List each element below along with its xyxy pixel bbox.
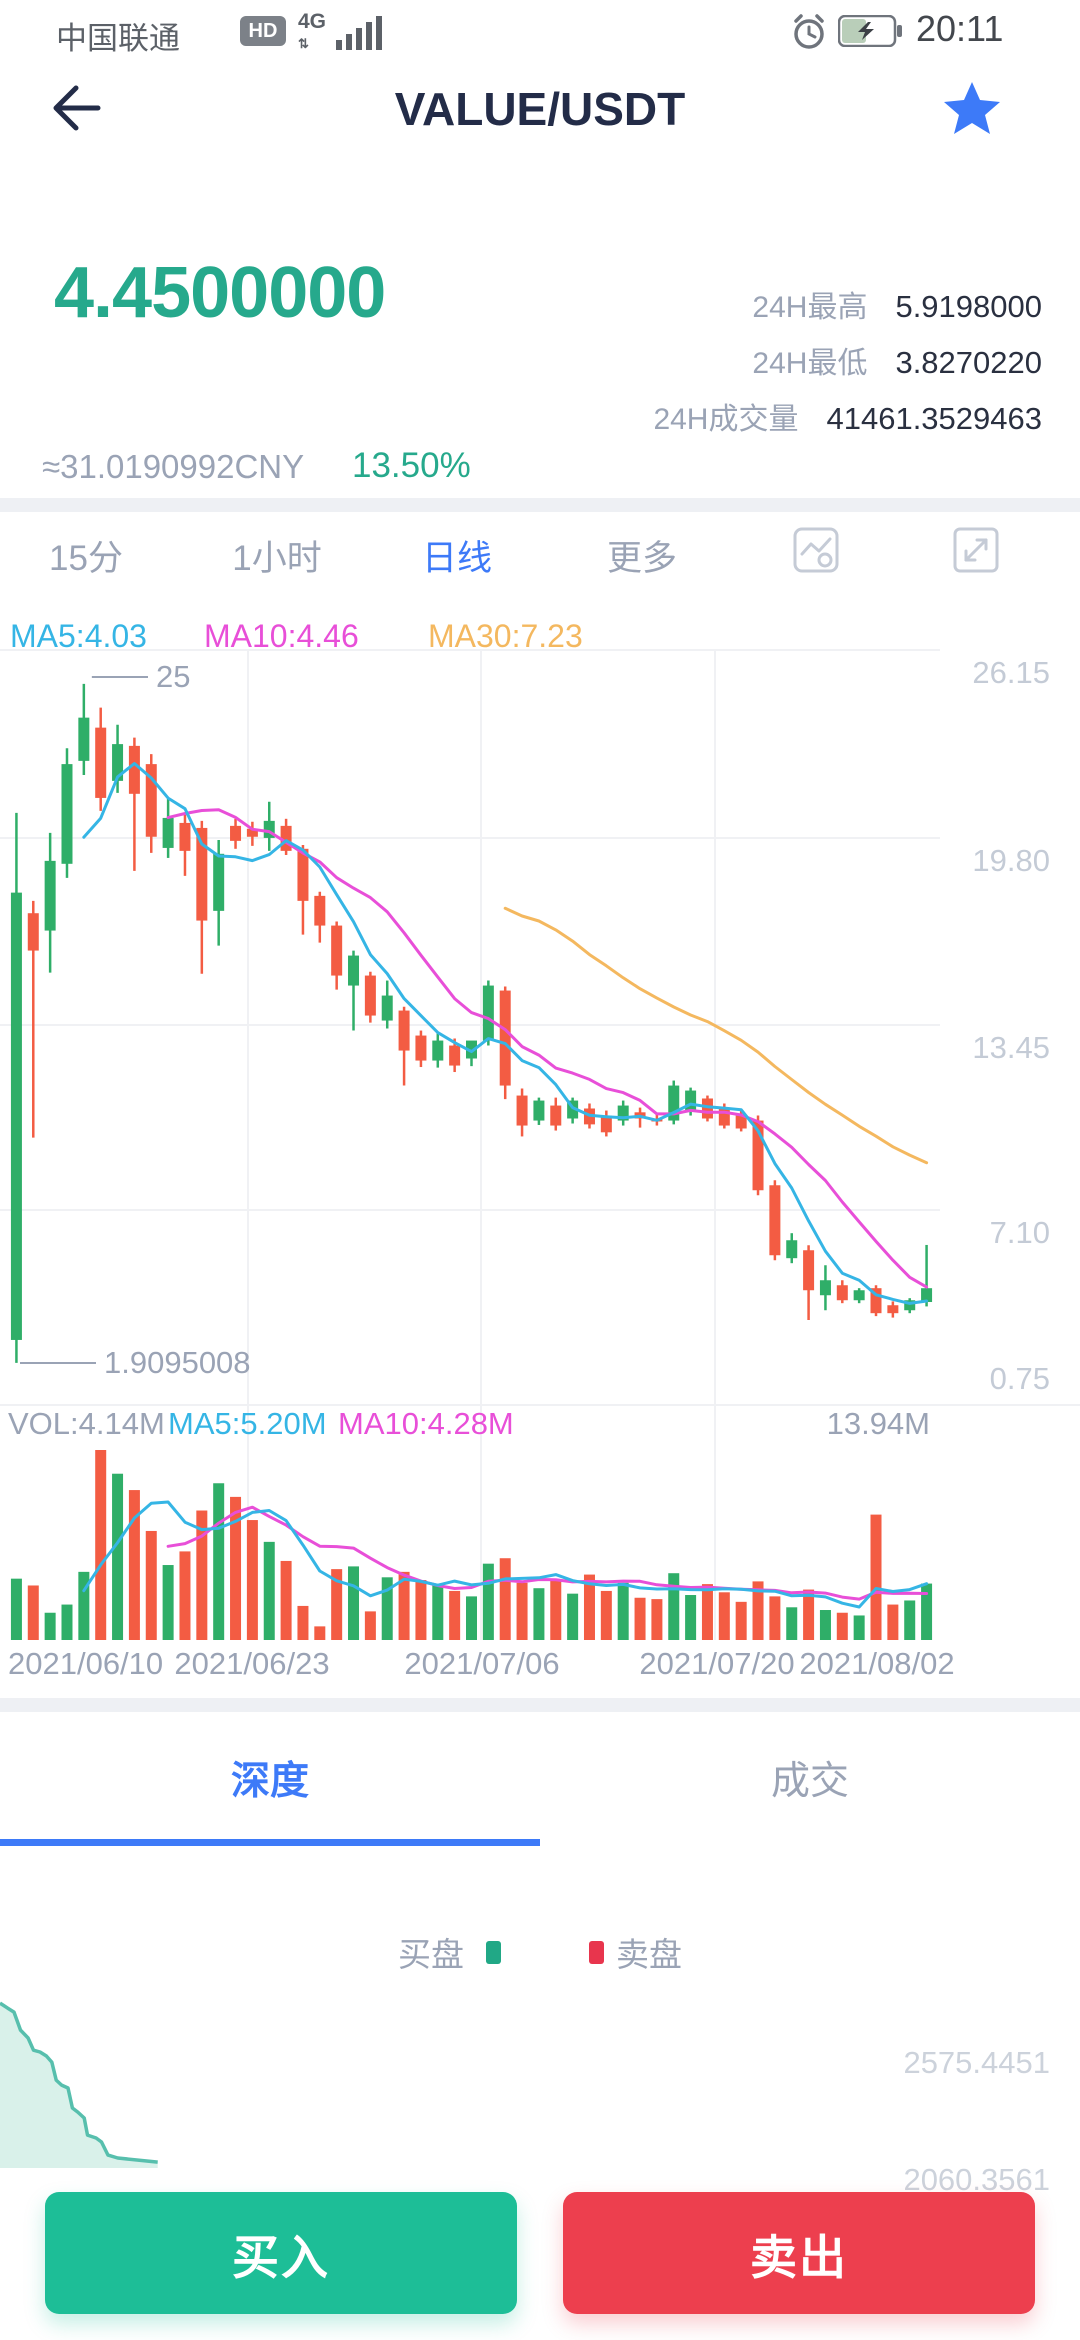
section-divider bbox=[0, 1698, 1080, 1712]
depth-legend: 买盘 卖盘 bbox=[0, 1928, 1080, 1976]
stat-value: 3.8270220 bbox=[895, 345, 1042, 380]
volume-ma5-label: MA5:5.20M bbox=[168, 1406, 327, 1441]
clock-time: 20:11 bbox=[916, 8, 1004, 49]
volume-label: VOL:4.14M bbox=[8, 1406, 165, 1441]
stat-value: 5.9198000 bbox=[895, 289, 1042, 324]
hd-icon: HD bbox=[240, 16, 286, 46]
y-axis-tick: 19.80 bbox=[972, 843, 1050, 878]
bids-color-swatch bbox=[486, 1940, 501, 1964]
tab-trades[interactable]: 成交 bbox=[770, 1760, 849, 1803]
x-axis-date: 2021/07/20 bbox=[639, 1646, 795, 1681]
x-axis-date: 2021/08/02 bbox=[799, 1646, 955, 1681]
y-axis-tick: 13.45 bbox=[972, 1030, 1050, 1065]
ma10-label: MA10:4.46 bbox=[204, 618, 359, 654]
fullscreen-icon[interactable] bbox=[952, 526, 1000, 574]
change-percent: 13.50% bbox=[352, 446, 471, 485]
back-button[interactable] bbox=[46, 80, 106, 136]
volume-ma10-label: MA10:4.28M bbox=[338, 1406, 514, 1441]
tab-more[interactable]: 更多 bbox=[606, 539, 678, 578]
sell-button[interactable]: 卖出 bbox=[563, 2192, 1035, 2314]
status-bar: 中国联通 HD 4G ⇅ 20:11 bbox=[0, 0, 1080, 60]
ma5-label: MA5:4.03 bbox=[10, 618, 147, 654]
asks-legend-label: 卖盘 bbox=[616, 1936, 682, 1973]
signal-strength-icon bbox=[336, 16, 382, 50]
high-marker-label: 25 bbox=[156, 659, 191, 694]
stat-24h-high: 24H最高 5.9198000 bbox=[752, 282, 1042, 326]
stat-label: 24H最高 bbox=[752, 291, 868, 324]
y-axis-tick: 26.15 bbox=[972, 655, 1050, 690]
tab-daily[interactable]: 日线 bbox=[421, 539, 493, 578]
network-type-label: 4G ⇅ bbox=[298, 10, 327, 51]
buy-button[interactable]: 买入 bbox=[45, 2192, 517, 2314]
section-divider bbox=[0, 498, 1080, 512]
tab-depth[interactable]: 深度 bbox=[230, 1760, 309, 1803]
stat-24h-low: 24H最低 3.8270220 bbox=[752, 338, 1042, 382]
tab-1hour[interactable]: 1小时 bbox=[232, 539, 322, 578]
battery-charging-icon bbox=[838, 15, 902, 47]
depth-y-tick: 2060.3561 bbox=[903, 2162, 1050, 2197]
stat-label: 24H最低 bbox=[752, 347, 868, 380]
low-marker-label: 1.9095008 bbox=[104, 1345, 251, 1380]
indicator-settings-icon[interactable] bbox=[792, 526, 840, 574]
volume-max-label: 13.94M bbox=[826, 1406, 930, 1441]
favorite-star-icon[interactable] bbox=[942, 80, 1002, 136]
stat-value: 41461.3529463 bbox=[826, 401, 1042, 436]
asks-color-swatch bbox=[589, 1940, 604, 1964]
last-price: 4.4500000 bbox=[54, 253, 386, 333]
x-axis-date: 2021/06/10 bbox=[8, 1646, 164, 1681]
stat-label: 24H成交量 bbox=[653, 403, 799, 436]
depth-y-tick: 2575.4451 bbox=[903, 2045, 1050, 2080]
x-axis-date: 2021/07/06 bbox=[404, 1646, 560, 1681]
fiat-equivalent: ≈31.0190992CNY bbox=[42, 448, 305, 485]
carrier-label: 中国联通 bbox=[56, 21, 180, 56]
tab-15min[interactable]: 15分 bbox=[49, 539, 123, 578]
active-tab-underline bbox=[0, 1839, 540, 1846]
stat-24h-volume: 24H成交量 41461.3529463 bbox=[653, 394, 1042, 438]
pair-title: VALUE/USDT bbox=[394, 83, 686, 135]
x-axis-date: 2021/06/23 bbox=[174, 1646, 330, 1681]
y-axis-tick: 0.75 bbox=[989, 1361, 1050, 1396]
alarm-clock-icon bbox=[794, 14, 824, 49]
y-axis-tick: 7.10 bbox=[989, 1215, 1050, 1250]
bids-legend-label: 买盘 bbox=[398, 1936, 464, 1973]
ma30-label: MA30:7.23 bbox=[428, 618, 583, 654]
